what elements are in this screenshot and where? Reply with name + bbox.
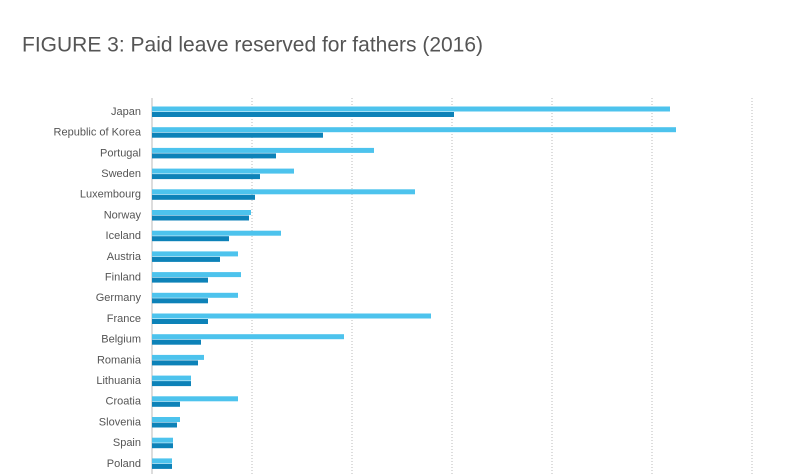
bar xyxy=(152,313,431,319)
y-tick-label: Japan xyxy=(111,106,141,118)
bar xyxy=(152,277,208,283)
y-tick-label: Spain xyxy=(113,437,141,449)
bar xyxy=(152,251,238,257)
bar xyxy=(152,210,251,215)
y-tick-label: Luxembourg xyxy=(80,189,141,201)
y-tick-label: Croatia xyxy=(106,396,142,408)
bar xyxy=(152,437,173,443)
y-tick-label: Slovenia xyxy=(99,416,142,428)
y-tick-label: Poland xyxy=(107,458,141,470)
y-tick-label: France xyxy=(107,313,141,325)
bar xyxy=(152,106,670,112)
bar xyxy=(152,168,294,174)
bar xyxy=(152,147,374,153)
bar xyxy=(152,422,177,428)
bar xyxy=(152,401,180,407)
y-tick-label: Finland xyxy=(105,272,141,284)
bar xyxy=(152,334,344,340)
bar xyxy=(152,127,676,133)
bar xyxy=(152,396,238,402)
bar xyxy=(152,194,255,200)
bar xyxy=(152,298,208,304)
y-tick-label: Belgium xyxy=(101,334,141,346)
bar xyxy=(152,112,454,117)
bar xyxy=(152,417,180,422)
bar xyxy=(152,174,260,180)
y-tick-label: Norway xyxy=(104,209,142,221)
bar xyxy=(152,463,172,469)
bar xyxy=(152,132,323,138)
bar xyxy=(152,375,191,381)
bar xyxy=(152,458,172,464)
y-tick-label: Republic of Korea xyxy=(54,127,142,139)
y-tick-label: Germany xyxy=(96,292,142,304)
y-tick-label: Romania xyxy=(97,354,142,366)
bar xyxy=(152,256,220,262)
bar xyxy=(152,360,198,366)
bar xyxy=(152,319,208,324)
bar xyxy=(152,443,173,449)
bar xyxy=(152,354,204,360)
bar xyxy=(152,292,238,298)
bar xyxy=(152,189,415,195)
y-tick-label: Sweden xyxy=(101,168,141,180)
bar xyxy=(152,236,229,242)
bar xyxy=(152,153,276,159)
y-tick-label: Iceland xyxy=(106,230,141,242)
bar xyxy=(152,339,201,345)
bar xyxy=(152,215,249,221)
bar xyxy=(152,381,191,387)
chart-title: FIGURE 3: Paid leave reserved for father… xyxy=(22,34,483,57)
y-tick-label: Lithuania xyxy=(96,375,142,387)
y-tick-label: Portugal xyxy=(100,147,141,159)
bar xyxy=(152,272,241,278)
y-tick-label: Austria xyxy=(107,251,142,263)
bar xyxy=(152,230,281,236)
